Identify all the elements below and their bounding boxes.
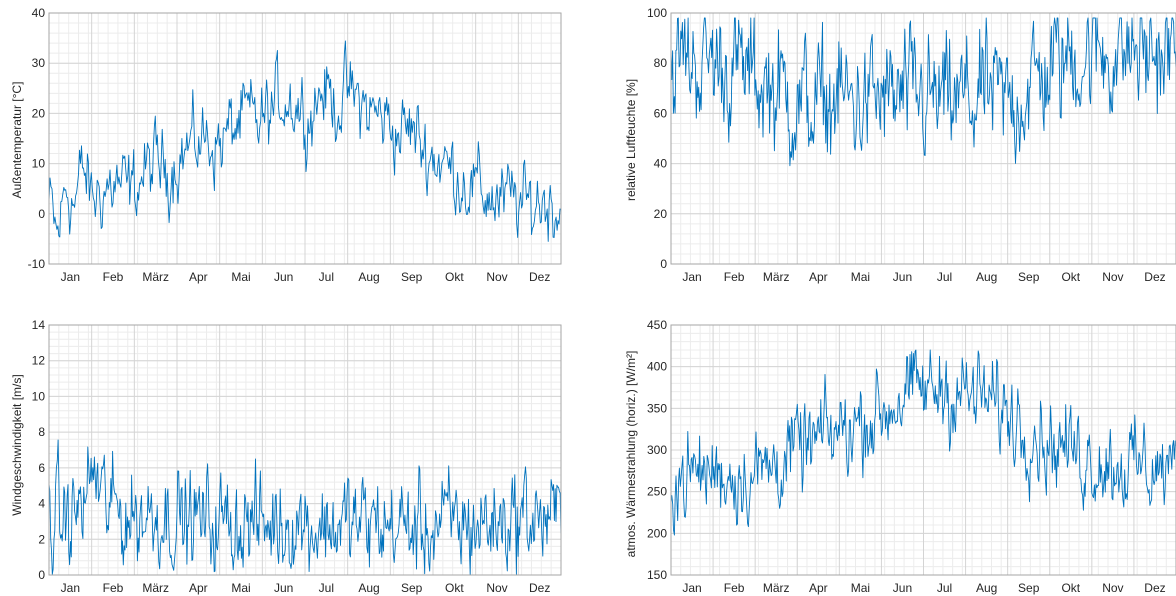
y-tick-label: 0 [38,568,45,582]
data-line [670,349,1176,536]
x-tick-label: Nov [1102,581,1123,595]
x-tick-label: Feb [103,581,124,595]
x-tick-label: März [763,270,790,284]
x-tick-label: Aug [358,581,379,595]
y-tick-label: -10 [28,257,46,271]
x-tick-label: Jan [682,270,701,284]
x-tick-label: Okt [445,270,464,284]
data-line [48,439,562,576]
x-tick-label: Dez [529,581,550,595]
x-tick-label: Apr [809,581,828,595]
x-tick-label: Apr [189,581,208,595]
x-tick-label: Jul [319,581,334,595]
x-tick-label: Jan [61,270,80,284]
x-tick-label: Mai [231,581,250,595]
x-tick-label: Jun [893,270,912,284]
y-tick-label: 30 [32,56,46,70]
y-tick-label: 2 [38,532,45,546]
x-tick-label: Mai [231,270,250,284]
y-tick-label: 8 [38,425,45,439]
panel-outdoor-temperature: Außentemperatur [°C] -10 0 10 20 30 40 Jan Feb M… [10,6,562,284]
y-tick-label: 40 [32,6,46,20]
x-tick-label: Mai [851,270,870,284]
y-tick-label: 400 [647,360,667,374]
y-axis-label: atmos. Wärmestrahlung (horiz.) [W/m²] [624,351,638,558]
x-tick-label: Aug [976,270,997,284]
y-tick-label: 450 [647,318,667,332]
panel-wind-speed: Windgeschwindigkeit [m/s] 0 2 4 6 8 10 12 14 Jan… [10,318,562,595]
x-tick-label: Nov [486,581,507,595]
y-tick-label: 350 [647,401,667,415]
x-tick-label: Sep [401,581,423,595]
y-axis-label: Außentemperatur [°C] [10,82,24,199]
x-tick-label: Jul [937,581,952,595]
x-tick-label: März [142,270,169,284]
panel-atmospheric-radiation: atmos. Wärmestrahlung (horiz.) [W/m²] 15… [624,318,1176,595]
y-tick-label: 12 [32,354,46,368]
y-tick-label: 150 [647,568,667,582]
x-tick-label: Aug [976,581,997,595]
panel-relative-humidity: relative Luftfeuchte [%] 0 20 40 60 80 100 Jan… [624,6,1176,284]
data-line [48,40,562,242]
y-tick-label: 100 [647,6,667,20]
x-tick-label: Feb [724,581,745,595]
x-tick-label: Sep [401,270,423,284]
y-tick-label: 14 [32,318,46,332]
y-tick-label: 250 [647,485,667,499]
y-tick-label: 200 [647,526,667,540]
y-axis-label: relative Luftfeuchte [%] [624,79,638,201]
y-tick-label: 20 [32,106,46,120]
x-tick-label: Jun [893,581,912,595]
axes-box [670,12,1176,265]
axes-box [48,12,562,265]
x-tick-label: Apr [809,270,828,284]
x-tick-label: Dez [1144,270,1165,284]
x-tick-label: Feb [724,270,745,284]
x-tick-label: Jan [682,581,701,595]
y-tick-label: 10 [32,157,46,171]
x-tick-label: Nov [486,270,507,284]
x-tick-label: Jul [319,270,334,284]
x-tick-label: Apr [189,270,208,284]
x-tick-label: Jul [937,270,952,284]
y-tick-label: 40 [654,157,668,171]
x-tick-label: Feb [103,270,124,284]
x-tick-label: Jun [274,270,293,284]
x-tick-label: Jun [274,581,293,595]
y-tick-label: 0 [38,207,45,221]
y-tick-label: 10 [32,389,46,403]
y-tick-label: 0 [660,257,667,271]
y-tick-label: 20 [654,207,668,221]
y-tick-label: 6 [38,461,45,475]
x-tick-label: Dez [529,270,550,284]
y-axis-label: Windgeschwindigkeit [m/s] [10,374,24,515]
y-tick-label: 60 [654,106,668,120]
axes-box [670,324,1176,576]
x-tick-label: März [763,581,790,595]
y-tick-label: 4 [38,497,45,511]
x-tick-label: Mai [851,581,870,595]
x-tick-label: Aug [358,270,379,284]
axes-box [48,324,562,576]
x-tick-label: Okt [1061,581,1080,595]
grid [671,324,1176,576]
x-tick-label: Sep [1018,270,1040,284]
data-line [670,17,1176,167]
x-tick-label: Sep [1018,581,1040,595]
y-tick-label: 80 [654,56,668,70]
x-tick-label: März [142,581,169,595]
x-tick-label: Okt [1061,270,1080,284]
x-tick-label: Nov [1102,270,1123,284]
x-tick-label: Jan [61,581,80,595]
y-tick-label: 300 [647,443,667,457]
x-tick-label: Dez [1144,581,1165,595]
x-tick-label: Okt [445,581,464,595]
